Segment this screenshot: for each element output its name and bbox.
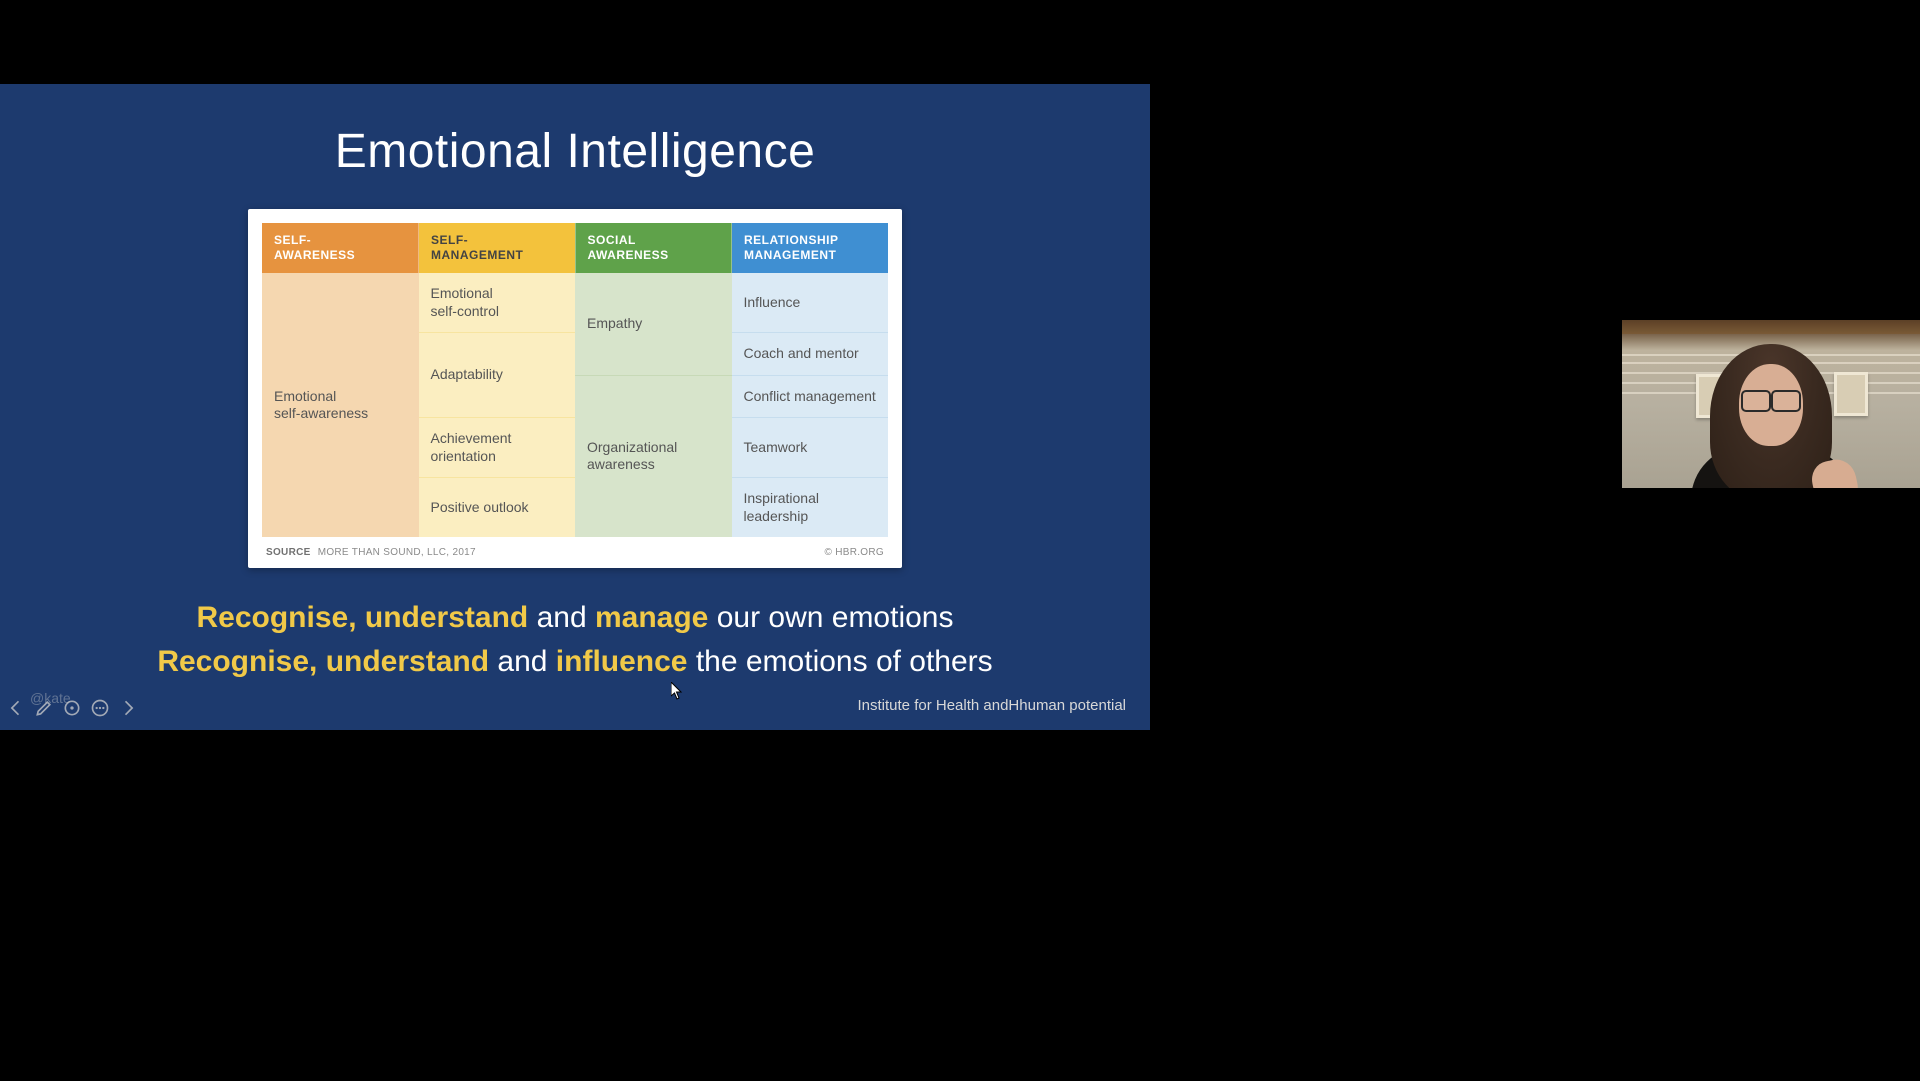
- cell-org-awareness: Organizationalawareness: [575, 375, 732, 537]
- more-options-button[interactable]: [88, 696, 112, 720]
- tagline-plain: our own emotions: [708, 601, 953, 634]
- col-header-line2: MANAGEMENT: [744, 248, 836, 262]
- cell-positive-outlook: Positive outlook: [419, 478, 576, 538]
- tagline-line-1: Recognise, understand and manage our own…: [0, 596, 1150, 640]
- arrow-right-icon: [118, 698, 138, 718]
- tagline-plain: the emotions of others: [688, 645, 993, 678]
- source-label: SOURCE: [266, 547, 311, 558]
- col-header-relationship-management: RELATIONSHIP MANAGEMENT: [732, 223, 889, 273]
- source-text: MORE THAN SOUND, LLC, 2017: [318, 547, 476, 558]
- target-icon: [62, 698, 82, 718]
- col-header-social-awareness: SOCIAL AWARENESS: [575, 223, 732, 273]
- table-source-row: SOURCE MORE THAN SOUND, LLC, 2017 © HBR.…: [262, 537, 888, 560]
- hl-sep: ,: [309, 645, 326, 678]
- hl-recognise: Recognise: [196, 601, 348, 634]
- col-header-line2: MANAGEMENT: [431, 248, 523, 262]
- slide-tagline: Recognise, understand and manage our own…: [0, 596, 1150, 683]
- cell-achieve-orient: Achievementorientation: [419, 418, 576, 478]
- cell-teamwork: Teamwork: [732, 418, 889, 478]
- cell-influence: Influence: [732, 273, 889, 333]
- pen-tool-button[interactable]: [32, 696, 56, 720]
- col-header-line2: AWARENESS: [588, 248, 669, 262]
- hl-recognise: Recognise: [157, 645, 309, 678]
- col-header-line1: SOCIAL: [588, 233, 636, 247]
- prev-slide-button[interactable]: [4, 696, 28, 720]
- tagline-plain: and: [489, 645, 556, 678]
- slide-title: Emotional Intelligence: [0, 124, 1150, 179]
- hl-manage: manage: [595, 601, 708, 634]
- table-credit: © HBR.ORG: [824, 547, 884, 558]
- cell-emotional-self-awareness: Emotionalself-awareness: [262, 273, 419, 537]
- cell-emo-self-control: Emotionalself-control: [419, 273, 576, 333]
- more-horizontal-icon: [90, 698, 110, 718]
- col-header-self-management: SELF- MANAGEMENT: [419, 223, 576, 273]
- hl-understand: understand: [365, 601, 528, 634]
- hl-understand: understand: [326, 645, 489, 678]
- cell-insp-leadership: Inspirationalleadership: [732, 478, 889, 538]
- presenter-webcam[interactable]: [1622, 320, 1920, 488]
- slide-nav-toolbar: [4, 696, 140, 720]
- laser-pointer-button[interactable]: [60, 696, 84, 720]
- col-header-line2: AWARENESS: [274, 248, 355, 262]
- cell-empathy: Empathy: [575, 273, 732, 375]
- ei-table: SELF- AWARENESS SELF- MANAGEMENT SOCIAL …: [262, 223, 888, 537]
- ei-table-card: SELF- AWARENESS SELF- MANAGEMENT SOCIAL …: [248, 209, 902, 568]
- tagline-line-2: Recognise, understand and influence the …: [0, 640, 1150, 684]
- presentation-slide: Emotional Intelligence SELF- AWARENESS S…: [0, 84, 1150, 730]
- pen-icon: [34, 698, 54, 718]
- arrow-left-icon: [6, 698, 26, 718]
- glasses-icon: [1741, 390, 1801, 408]
- col-header-self-awareness: SELF- AWARENESS: [262, 223, 419, 273]
- cell-coach-mentor: Coach and mentor: [732, 333, 889, 376]
- hl-influence: influence: [556, 645, 688, 678]
- tagline-plain: and: [528, 601, 595, 634]
- col-header-line1: SELF-: [274, 233, 311, 247]
- col-header-line1: SELF-: [431, 233, 468, 247]
- slide-attribution: Institute for Health andHhuman potential: [858, 697, 1127, 714]
- next-slide-button[interactable]: [116, 696, 140, 720]
- table-source: SOURCE MORE THAN SOUND, LLC, 2017: [266, 547, 476, 558]
- cell-adaptability: Adaptability: [419, 333, 576, 418]
- hl-sep: ,: [348, 601, 365, 634]
- cell-conflict-mgmt: Conflict management: [732, 375, 889, 418]
- col-header-line1: RELATIONSHIP: [744, 233, 838, 247]
- presenter-silhouette: [1691, 326, 1851, 488]
